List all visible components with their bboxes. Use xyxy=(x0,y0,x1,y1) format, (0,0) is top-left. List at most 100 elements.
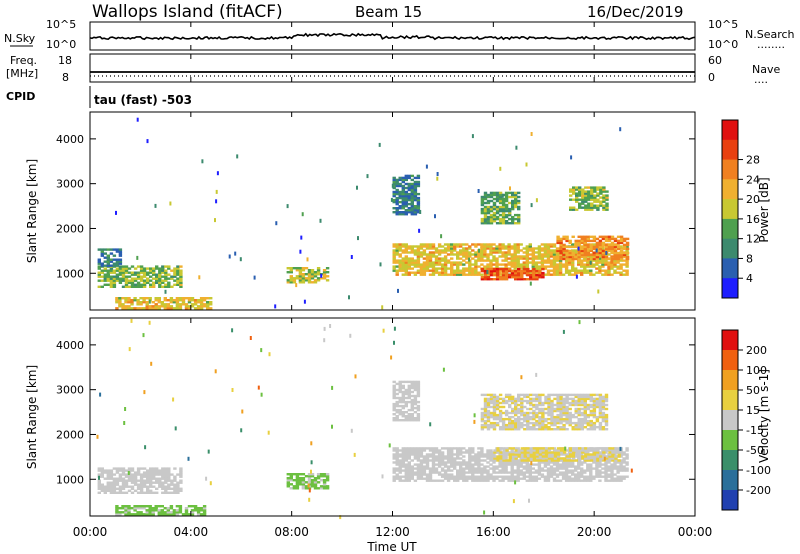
heatmap-cell xyxy=(106,481,110,484)
heatmap-cell xyxy=(511,419,515,423)
heatmap-cell xyxy=(123,421,126,425)
heatmap-cell xyxy=(431,261,436,264)
heatmap-cell xyxy=(504,257,508,260)
heatmap-cell xyxy=(496,447,500,450)
heatmap-cell xyxy=(616,265,620,268)
heatmap-cell xyxy=(592,428,597,431)
heatmap-cell xyxy=(118,299,122,302)
heatmap-cell xyxy=(558,267,563,270)
freq-left-tick-top: 18 xyxy=(58,54,72,67)
heatmap-cell xyxy=(501,421,506,425)
heatmap-cell xyxy=(474,479,478,482)
heatmap-cell xyxy=(577,421,581,425)
heatmap-cell xyxy=(431,471,436,474)
heatmap-cell xyxy=(483,205,488,209)
heatmap-cell xyxy=(307,473,312,476)
heatmap-cell xyxy=(552,243,557,246)
heatmap-cell xyxy=(133,277,138,280)
heatmap-cell xyxy=(103,477,107,480)
heatmap-cell xyxy=(139,483,144,486)
heatmap-cell xyxy=(565,399,569,403)
heatmap-cell xyxy=(532,399,536,403)
heatmap-cell xyxy=(523,447,527,450)
heatmap-cell xyxy=(532,397,536,401)
heatmap-cell xyxy=(468,471,472,474)
heatmap-cell xyxy=(142,513,146,516)
heatmap-cell xyxy=(465,477,469,480)
heatmap-cell xyxy=(112,479,117,482)
heatmap-cell xyxy=(146,279,150,282)
heatmap-cell xyxy=(541,421,545,425)
heatmap-cell xyxy=(468,265,472,268)
heatmap-cell xyxy=(480,220,485,223)
heatmap-cell xyxy=(413,398,418,402)
heatmap-cell xyxy=(622,467,626,470)
heatmap-cell xyxy=(483,459,487,462)
heatmap-cell xyxy=(176,267,180,270)
heatmap-cell xyxy=(301,212,304,217)
heatmap-cell xyxy=(613,259,617,262)
colorbar-segment xyxy=(722,120,738,141)
heatmap-cell xyxy=(559,257,563,261)
heatmap-cell xyxy=(486,247,490,250)
heatmap-cell xyxy=(550,419,554,423)
heatmap-cell xyxy=(514,421,518,425)
heatmap-cell xyxy=(535,413,539,417)
heatmap-cell xyxy=(504,215,509,219)
heatmap-cell xyxy=(206,303,210,306)
heatmap-cell xyxy=(526,421,530,425)
heatmap-cell xyxy=(507,253,511,256)
heatmap-cell xyxy=(575,192,579,195)
heatmap-cell xyxy=(310,481,315,484)
heatmap-cell xyxy=(468,269,472,272)
heatmap-cell xyxy=(161,471,165,474)
heatmap-cell xyxy=(453,475,457,478)
heatmap-cell xyxy=(483,419,488,423)
heatmap-cell xyxy=(561,273,566,276)
heatmap-cell xyxy=(580,263,584,266)
heatmap-cell xyxy=(517,428,521,431)
heatmap-cell xyxy=(158,471,162,474)
heatmap-cell xyxy=(486,209,491,213)
heatmap-cell xyxy=(468,261,472,264)
heatmap-cell xyxy=(181,303,186,306)
heatmap-cell xyxy=(552,471,557,474)
heatmap-cell xyxy=(528,479,532,482)
heatmap-cell xyxy=(511,453,515,456)
heatmap-cell xyxy=(401,176,405,180)
heatmap-cell xyxy=(511,276,515,279)
heatmap-cell xyxy=(133,279,138,282)
heatmap-cell xyxy=(118,467,123,470)
heatmap-cell xyxy=(564,453,569,456)
heatmap-cell xyxy=(610,251,615,255)
heatmap-cell xyxy=(416,209,421,212)
heatmap-cell xyxy=(583,237,587,241)
heatmap-cell xyxy=(468,477,472,480)
heatmap-cell xyxy=(450,477,454,480)
heatmap-cell xyxy=(492,273,497,277)
heatmap-cell xyxy=(149,283,153,286)
heatmap-cell xyxy=(410,188,414,192)
heatmap-cell xyxy=(593,190,597,193)
heatmap-cell xyxy=(434,261,439,264)
heatmap-cell xyxy=(625,463,629,466)
heatmap-cell xyxy=(567,461,572,464)
heatmap-cell xyxy=(501,405,506,409)
heatmap-cell xyxy=(456,243,460,246)
heatmap-cell xyxy=(144,445,147,450)
heatmap-cell xyxy=(450,269,454,272)
heatmap-cell xyxy=(572,449,576,452)
heatmap-cell xyxy=(407,471,411,474)
heatmap-cell xyxy=(456,457,460,460)
heatmap-cell xyxy=(492,465,496,468)
heatmap-cell xyxy=(571,477,575,480)
heatmap-cell xyxy=(510,265,514,268)
noise-left-tick-top: 10^5 xyxy=(46,18,76,31)
heatmap-cell xyxy=(413,259,418,262)
heatmap-cell xyxy=(535,453,540,456)
heatmap-cell xyxy=(584,196,588,199)
heatmap-cell xyxy=(459,449,463,452)
heatmap-cell xyxy=(535,423,539,427)
heatmap-cell xyxy=(501,475,505,478)
heatmap-cell xyxy=(607,475,611,478)
